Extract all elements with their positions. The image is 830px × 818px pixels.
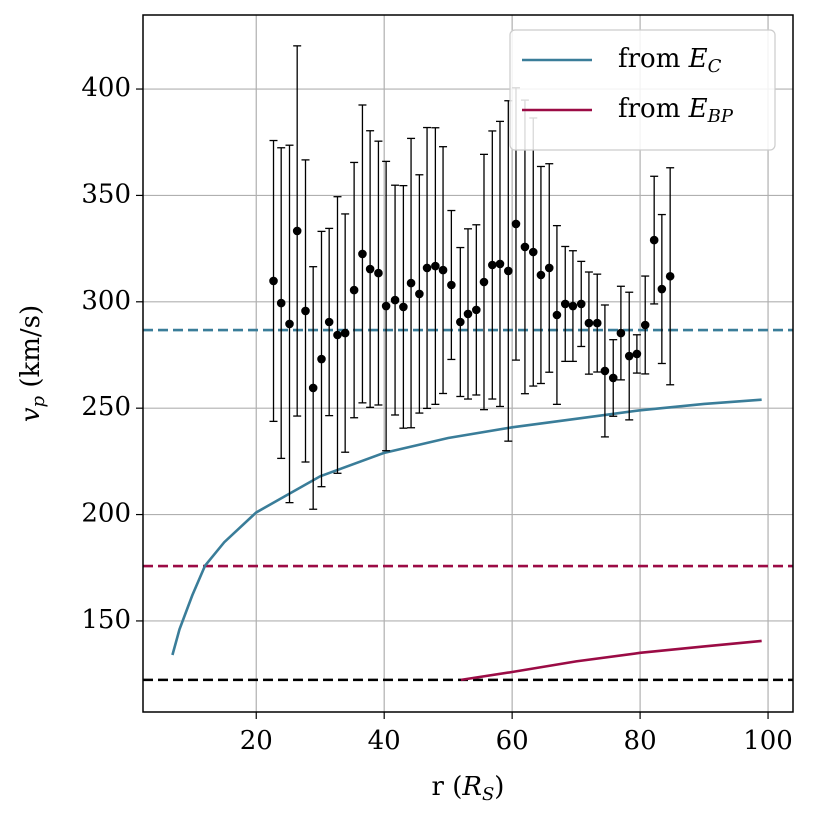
point xyxy=(495,259,505,269)
point xyxy=(381,301,391,311)
point xyxy=(276,298,286,308)
point xyxy=(592,318,602,328)
x-tick-label: 20 xyxy=(240,726,273,756)
y-tick-label: 150 xyxy=(81,605,131,635)
point xyxy=(390,295,400,305)
point xyxy=(640,320,650,330)
point xyxy=(415,289,424,299)
point xyxy=(285,319,294,329)
x-tick-label: 40 xyxy=(368,726,401,756)
x-axis-label: r (RS​) xyxy=(432,772,505,805)
point xyxy=(269,276,278,286)
y-tick-label: 350 xyxy=(81,179,131,209)
point xyxy=(665,271,675,281)
point xyxy=(349,285,359,295)
point xyxy=(608,373,618,383)
point xyxy=(649,235,659,245)
point xyxy=(438,265,448,275)
point xyxy=(456,317,465,327)
point xyxy=(488,260,497,270)
point xyxy=(399,302,408,312)
point xyxy=(301,306,310,316)
point xyxy=(552,310,562,320)
point xyxy=(584,318,594,328)
point xyxy=(657,284,667,294)
point xyxy=(422,263,432,273)
point xyxy=(340,328,350,338)
point xyxy=(520,242,530,252)
legend-label: from EC​ xyxy=(618,44,722,77)
point xyxy=(504,266,513,276)
y-tick-label: 400 xyxy=(81,73,131,103)
x-tick-label: 100 xyxy=(743,726,793,756)
point xyxy=(447,280,456,290)
point xyxy=(365,264,375,274)
point xyxy=(374,268,383,278)
point xyxy=(406,278,416,288)
point xyxy=(308,383,318,393)
line xyxy=(171,398,762,656)
line xyxy=(460,639,762,682)
point xyxy=(544,263,554,273)
legend-label: from EBP​ xyxy=(618,94,734,127)
x-tick-label: 80 xyxy=(624,726,657,756)
point xyxy=(576,299,586,309)
y-tick-label: 300 xyxy=(81,286,131,316)
point xyxy=(568,301,578,311)
point xyxy=(600,366,610,376)
point xyxy=(511,219,521,229)
point xyxy=(324,317,334,327)
plot-frame xyxy=(142,14,794,713)
x-tick-label: 60 xyxy=(496,726,529,756)
point xyxy=(463,309,473,319)
point xyxy=(292,226,302,236)
y-tick-label: 200 xyxy=(81,499,131,529)
point xyxy=(431,261,440,271)
point xyxy=(472,305,481,315)
point xyxy=(479,277,489,287)
point xyxy=(560,299,570,309)
point xyxy=(632,349,642,359)
point xyxy=(536,270,546,280)
point xyxy=(616,328,626,338)
point xyxy=(358,249,367,259)
point xyxy=(528,247,538,257)
point xyxy=(317,354,326,364)
point xyxy=(333,330,342,340)
y-axis-label: vp​ (km/s) xyxy=(16,305,49,422)
y-tick-label: 250 xyxy=(81,392,131,422)
point xyxy=(624,351,634,361)
